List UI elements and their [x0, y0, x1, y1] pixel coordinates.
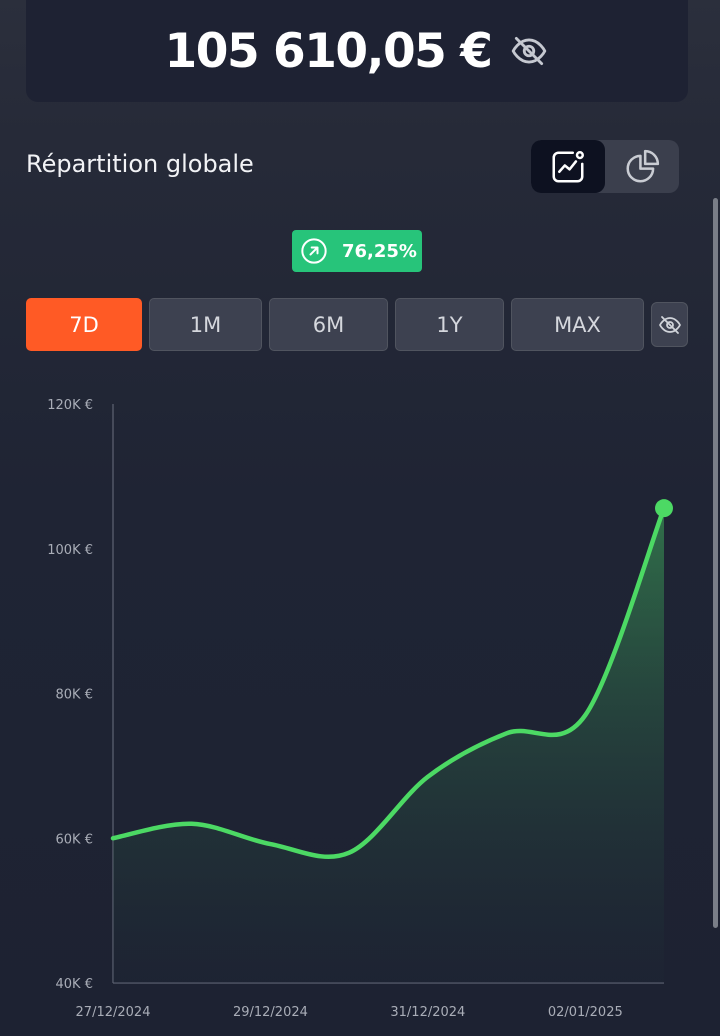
- y-tick-label: 80K €: [56, 688, 93, 703]
- chart-latest-point[interactable]: [655, 499, 673, 518]
- pie-chart-view-button[interactable]: [605, 140, 679, 193]
- arrow-up-right-icon: [301, 238, 327, 264]
- range-7d-button[interactable]: 7D: [26, 298, 142, 351]
- hide-balance-button[interactable]: [509, 31, 549, 71]
- portfolio-chart: 40K € 60K € 80K € 100K € 120K € 27/12/2024 29…: [47, 398, 673, 1020]
- scrollbar[interactable]: [713, 198, 718, 928]
- range-1m-button[interactable]: 1M: [149, 298, 262, 351]
- y-tick-label: 40K €: [56, 977, 93, 992]
- section-title: Répartition globale: [26, 150, 254, 178]
- range-max-button[interactable]: MAX: [511, 298, 644, 351]
- line-chart-view-button[interactable]: [531, 140, 605, 193]
- x-tick-label: 31/12/2024: [390, 1005, 465, 1020]
- balance-amount: 105 610,05 €: [164, 23, 493, 79]
- time-range-selector: 7D 1M 6M 1Y MAX: [0, 298, 720, 351]
- pie-chart-icon: [626, 149, 660, 183]
- chart-area-fill: [113, 508, 664, 983]
- x-tick-label: 27/12/2024: [76, 1005, 151, 1020]
- range-1y-button[interactable]: 1Y: [395, 298, 504, 351]
- performance-badge: 76,25%: [292, 230, 422, 272]
- eye-off-icon: [658, 315, 681, 334]
- line-chart-icon: [552, 150, 584, 183]
- x-tick-label: 02/01/2025: [548, 1005, 623, 1020]
- eye-off-icon: [512, 36, 547, 66]
- y-tick-label: 120K €: [47, 398, 93, 413]
- range-6m-button[interactable]: 6M: [269, 298, 388, 351]
- chart-series-line: [110, 505, 667, 859]
- balance-card: 105 610,05 €: [26, 0, 688, 102]
- y-tick-label: 100K €: [47, 543, 93, 558]
- x-tick-label: 29/12/2024: [233, 1005, 308, 1020]
- performance-value: 76,25%: [342, 240, 417, 262]
- view-toggle: [531, 140, 679, 193]
- hide-chart-values-button[interactable]: [651, 302, 688, 347]
- y-tick-label: 60K €: [56, 832, 93, 847]
